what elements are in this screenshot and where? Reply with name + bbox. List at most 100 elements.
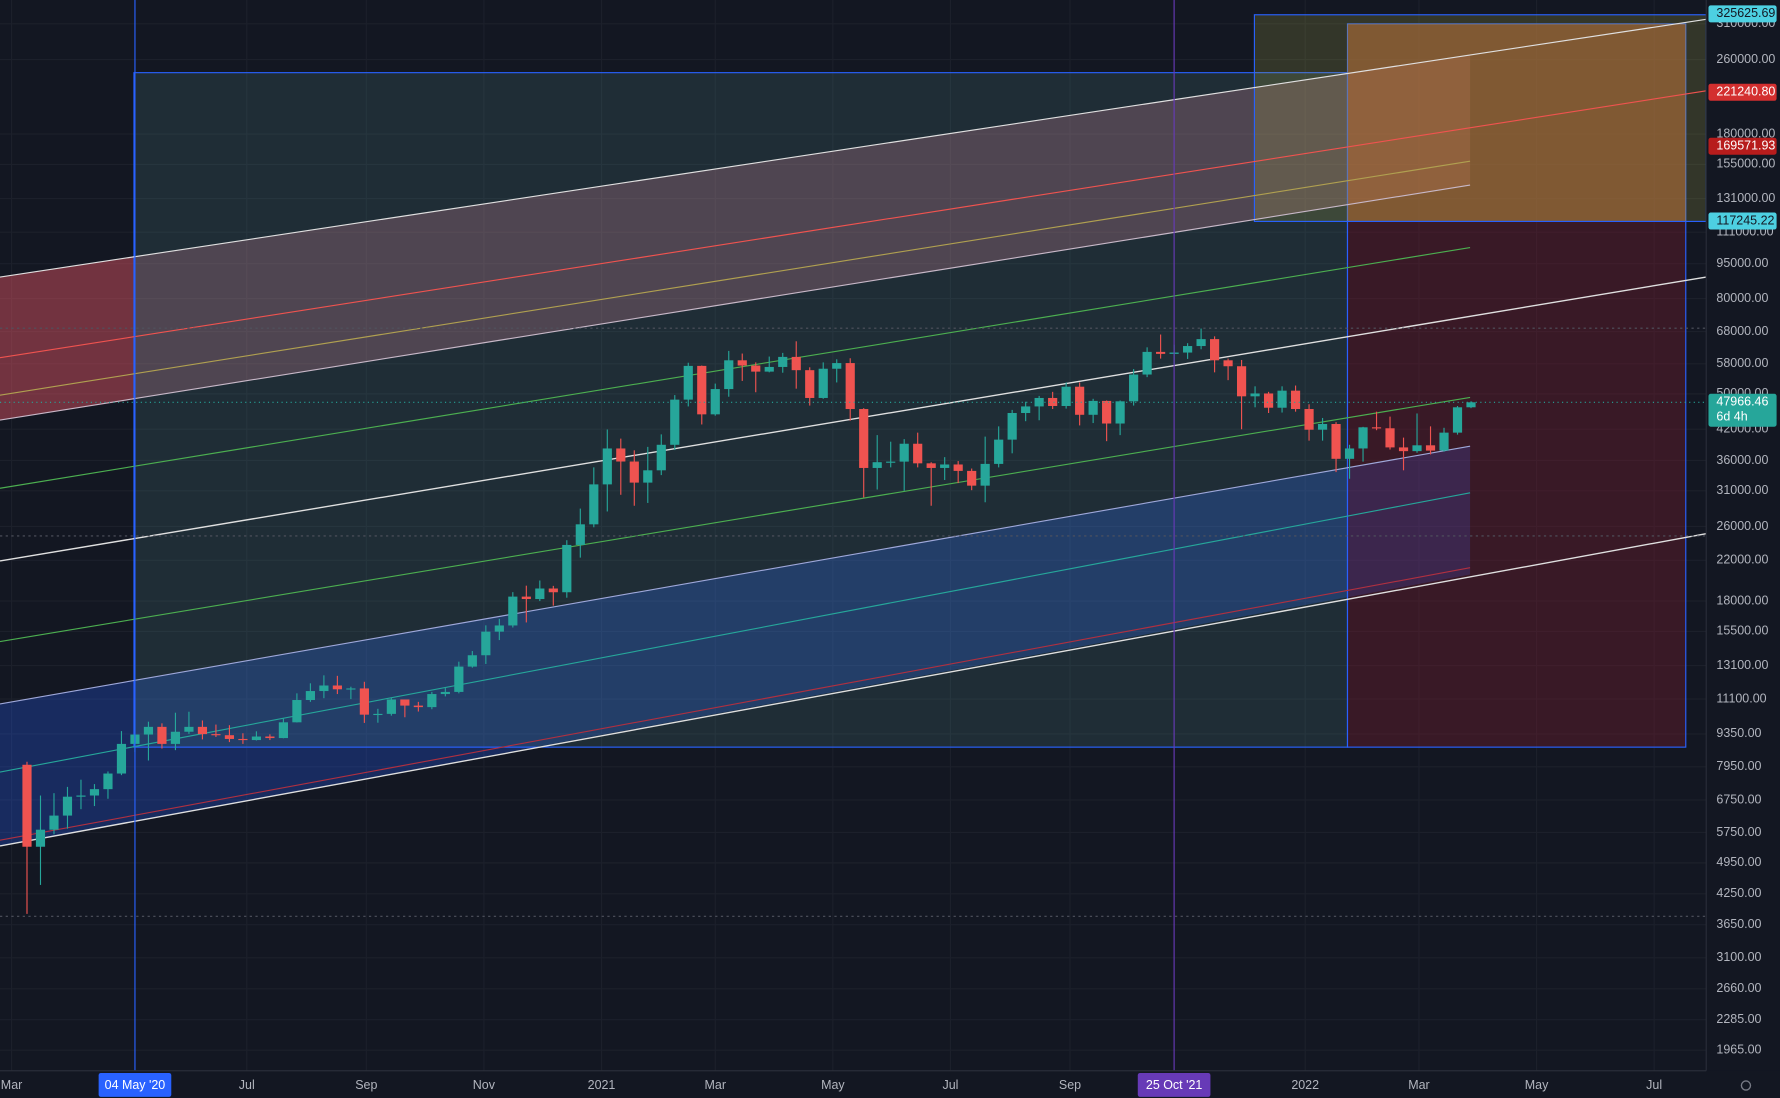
candle-body <box>440 691 450 695</box>
candle-body <box>1371 427 1382 429</box>
y-tick-label: 36000.00 <box>1716 453 1768 467</box>
candle-body <box>859 409 869 468</box>
x-tick-label: Nov <box>473 1078 496 1092</box>
price-label: 169571.93 <box>1716 139 1775 153</box>
candle-body <box>913 443 923 464</box>
candle-body <box>562 544 572 593</box>
candle-body <box>143 726 154 735</box>
candle-body <box>629 461 639 483</box>
candle-body <box>602 448 612 485</box>
price-label: 117245.22 <box>1716 213 1774 227</box>
y-tick-label: 9350.00 <box>1716 726 1761 740</box>
candle-body <box>1129 374 1139 402</box>
y-tick-label: 131000.00 <box>1716 191 1775 205</box>
channel-line <box>0 18 1707 278</box>
y-tick-label: 4250.00 <box>1716 886 1761 900</box>
candle-body <box>535 588 545 600</box>
candle-body <box>1385 428 1395 448</box>
candle-body <box>427 694 437 708</box>
y-tick-label: 58000.00 <box>1716 356 1768 370</box>
candle-body <box>1425 445 1436 451</box>
candle-body <box>467 655 477 667</box>
price-axis <box>1706 0 1780 1098</box>
candle-body <box>940 464 950 468</box>
candle-body <box>1466 402 1476 408</box>
candle-body <box>197 726 208 735</box>
price-label-bg <box>1708 5 1777 23</box>
candle-body <box>278 722 288 739</box>
candle-body <box>76 795 86 797</box>
channel-band-left <box>0 256 134 421</box>
last-price-label: 47966.46 <box>1716 395 1768 409</box>
candle-body <box>967 470 977 486</box>
y-tick-label: 26000.00 <box>1716 519 1768 533</box>
axis-labels: 310000.00260000.00180000.00155000.001310… <box>1 5 1777 1097</box>
candle-body <box>683 365 693 400</box>
x-tick-label: Sep <box>355 1078 377 1092</box>
projection-box <box>1253 14 1707 222</box>
x-tick-label: Mar <box>1408 1078 1429 1092</box>
channel-line <box>0 276 1707 562</box>
candle-body <box>886 461 896 463</box>
candle-body <box>818 368 828 398</box>
candle-body <box>1142 351 1152 375</box>
candle-body <box>1021 406 1031 414</box>
x-tick-label: Mar <box>1 1078 22 1092</box>
price-label: 325625.69 <box>1716 6 1775 20</box>
x-tick-label: May <box>1525 1078 1549 1092</box>
candle-body <box>899 443 909 462</box>
x-tick-label: Sep <box>1059 1078 1081 1092</box>
settings-icon[interactable] <box>1740 1080 1752 1091</box>
candle-body <box>238 738 248 741</box>
candle-body <box>926 463 936 468</box>
candle-body <box>778 356 788 367</box>
candle-body <box>116 743 127 774</box>
candle-body <box>265 736 275 739</box>
candle-body <box>980 463 990 486</box>
candle-body <box>49 815 59 830</box>
x-tick-label: Jul <box>942 1078 958 1092</box>
candle-body <box>184 726 194 732</box>
candle-body <box>400 699 410 706</box>
candle-body <box>89 789 100 796</box>
y-tick-label: 95000.00 <box>1716 256 1768 270</box>
candle-body <box>157 726 167 744</box>
candle-body <box>643 470 653 483</box>
candle-body <box>319 685 329 692</box>
candle-body <box>832 363 842 369</box>
candle-body <box>1034 397 1044 407</box>
x-tick-label: Mar <box>705 1078 726 1092</box>
channel-band-low <box>0 446 1471 846</box>
y-tick-label: 22000.00 <box>1716 553 1768 567</box>
marker-label-bg <box>98 1073 172 1097</box>
channel-line <box>0 90 1707 359</box>
candle-body <box>359 688 369 715</box>
x-tick-label: May <box>821 1078 845 1092</box>
candle-body <box>724 360 734 390</box>
price-label-bg <box>1708 212 1777 230</box>
y-tick-label: 11100.00 <box>1716 691 1766 705</box>
y-tick-label: 2660.00 <box>1716 981 1761 995</box>
candle-body <box>454 666 464 692</box>
candle-body <box>751 365 761 372</box>
candle-body <box>1088 400 1098 415</box>
candle-body <box>1331 423 1341 459</box>
candle-body <box>616 448 626 462</box>
y-tick-label: 260000.00 <box>1716 52 1775 66</box>
y-tick-label: 15500.00 <box>1716 624 1768 638</box>
candle-body <box>1048 397 1058 406</box>
candle-body <box>1223 360 1233 367</box>
candle-body <box>1183 346 1193 353</box>
candle-body <box>1304 409 1314 430</box>
candle-body <box>1412 445 1422 452</box>
channel-line <box>0 246 1471 489</box>
candle-body <box>346 688 356 690</box>
candle-body <box>1344 448 1355 459</box>
candle-body <box>1317 423 1328 430</box>
candle-body <box>251 736 262 741</box>
candle-body <box>575 524 585 545</box>
x-tick-label: Jul <box>1646 1078 1662 1092</box>
price-label: 221240.80 <box>1716 85 1775 99</box>
x-tick-label: Jul <box>239 1078 255 1092</box>
